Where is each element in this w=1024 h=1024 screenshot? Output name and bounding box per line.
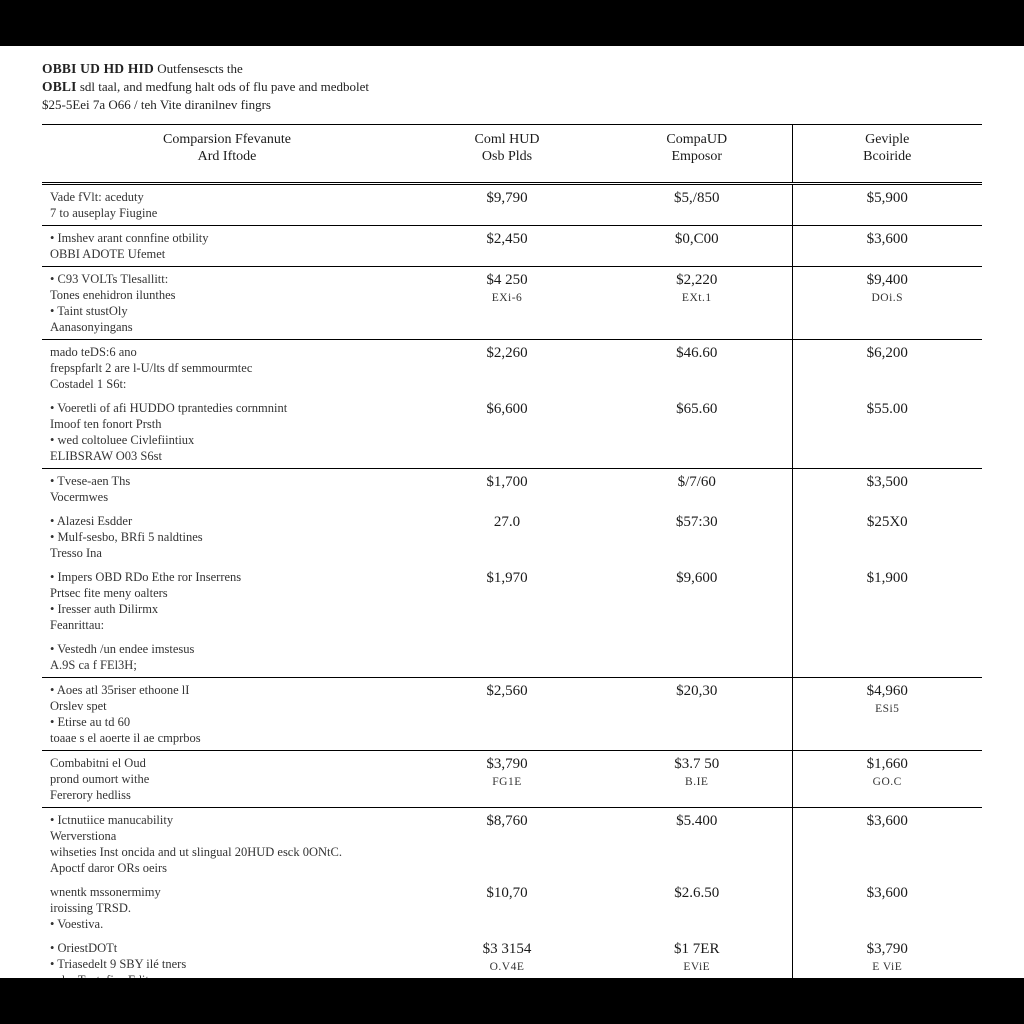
table-row: Impers OBD RDo Ethe ror InserrensPrtsec … — [42, 565, 982, 637]
cell-value: $55.00 — [792, 396, 982, 469]
cell-value: $10,70 — [412, 880, 602, 936]
col-header-2: CompaUDEmposor — [602, 124, 792, 174]
col-header-1: Coml HUDOsb Plds — [412, 124, 602, 174]
cell-value: $25X0 — [792, 509, 982, 565]
header-rest-1: Outfensescts the — [154, 61, 243, 76]
cell-value: $5,/850 — [602, 183, 792, 225]
doc-header: OBBI UD HD HID Outfensescts the OBLI sdl… — [42, 60, 982, 114]
comparison-table: Comparsion FfevanuteArd Iftode Coml HUDO… — [42, 124, 982, 978]
cell-value: $46.60 — [602, 339, 792, 396]
cell-value: $9,790 — [412, 183, 602, 225]
cell-value: $9,600 — [602, 565, 792, 637]
cell-value: $4,960ESi5 — [792, 677, 982, 750]
cell-value: $6,600 — [412, 396, 602, 469]
cell-value: $5,900 — [792, 183, 982, 225]
row-label: Voeretli of afi HUDDO tprantedies cornmn… — [42, 396, 412, 469]
row-label: Ictnutiice manucabilityWerverstionawihse… — [42, 807, 412, 880]
header-rest-2: sdl taal, and medfung halt ods of flu pa… — [77, 79, 369, 94]
cell-value: $5.400 — [602, 807, 792, 880]
cell-value: $0,C00 — [602, 225, 792, 266]
cell-value: $3,790E ViE — [792, 936, 982, 978]
cell-value: $2,560 — [412, 677, 602, 750]
table-row: C93 VOLTs Tlesallitt:Tones enehidron ilu… — [42, 266, 982, 339]
cell-value: $4 250EXi-6 — [412, 266, 602, 339]
cell-value: $3,600 — [792, 807, 982, 880]
cell-value: $20,30 — [602, 677, 792, 750]
cell-value: $3.7 50B.IE — [602, 750, 792, 807]
cell-value: 27.0 — [412, 509, 602, 565]
table-row: wnentk mssonermimyiroissing TRSD.Voestiv… — [42, 880, 982, 936]
cell-value: $3,500 — [792, 468, 982, 509]
cell-value — [412, 637, 602, 678]
cell-value: $8,760 — [412, 807, 602, 880]
header-line-3: $25-5Eei 7a O66 / teh Vite diranilnev fi… — [42, 96, 982, 114]
cell-value: $2,450 — [412, 225, 602, 266]
table-row: Combabitni el Oudprond oumort witheFerer… — [42, 750, 982, 807]
cell-value: $1,970 — [412, 565, 602, 637]
row-label: Impers OBD RDo Ethe ror InserrensPrtsec … — [42, 565, 412, 637]
cell-value: $3,600 — [792, 225, 982, 266]
row-label: Aoes atl 35riser ethoone lIOrslev spetEt… — [42, 677, 412, 750]
cell-value: $/7/60 — [602, 468, 792, 509]
table-row: mado teDS:6 anofrepspfarlt 2 are l-U/lts… — [42, 339, 982, 396]
cell-value: $2.6.50 — [602, 880, 792, 936]
cell-value: $9,400DOi.S — [792, 266, 982, 339]
table-row: OriestDOTtTriasedelt 9 SBY ilé tnersaole… — [42, 936, 982, 978]
cell-value — [792, 637, 982, 678]
row-label: Alazesi EsdderMulf-sesbo, BRfi 5 naldtin… — [42, 509, 412, 565]
row-label: OriestDOTtTriasedelt 9 SBY ilé tnersaole… — [42, 936, 412, 978]
cell-value: $1,900 — [792, 565, 982, 637]
table-row: Imshev arant connfine otbilityOBBI ADOTE… — [42, 225, 982, 266]
cell-value — [602, 637, 792, 678]
header-bold-2: OBLI — [42, 79, 77, 94]
cell-value: $3,600 — [792, 880, 982, 936]
row-label: Imshev arant connfine otbilityOBBI ADOTE… — [42, 225, 412, 266]
header-bold-1: OBBI UD HD HID — [42, 61, 154, 76]
cell-value: $1,660GO.C — [792, 750, 982, 807]
row-label: mado teDS:6 anofrepspfarlt 2 are l-U/lts… — [42, 339, 412, 396]
cell-value: $57:30 — [602, 509, 792, 565]
cell-value: $65.60 — [602, 396, 792, 469]
col-header-3: GevipleBcoiride — [792, 124, 982, 174]
col-header-0: Comparsion FfevanuteArd Iftode — [42, 124, 412, 174]
table-row: Tvese-aen ThsVocermwes$1,700$/7/60$3,500 — [42, 468, 982, 509]
table-row: Alazesi EsdderMulf-sesbo, BRfi 5 naldtin… — [42, 509, 982, 565]
table-row: Vade fVlt: aceduty7 to auseplay Fiugine$… — [42, 183, 982, 225]
row-label: Combabitni el Oudprond oumort witheFerer… — [42, 750, 412, 807]
row-label: wnentk mssonermimyiroissing TRSD.Voestiv… — [42, 880, 412, 936]
row-label: C93 VOLTs Tlesallitt:Tones enehidron ilu… — [42, 266, 412, 339]
table-row: Vestedh /un endee imstesusA.9S ca f FEl3… — [42, 637, 982, 678]
cell-value: $3 3154O.V4E — [412, 936, 602, 978]
table-row: Ictnutiice manucabilityWerverstionawihse… — [42, 807, 982, 880]
cell-value: $2,260 — [412, 339, 602, 396]
table-row: Aoes atl 35riser ethoone lIOrslev spetEt… — [42, 677, 982, 750]
row-label: Tvese-aen ThsVocermwes — [42, 468, 412, 509]
row-label: Vade fVlt: aceduty7 to auseplay Fiugine — [42, 183, 412, 225]
cell-value: $3,790FG1E — [412, 750, 602, 807]
cell-value: $2,220EXt.1 — [602, 266, 792, 339]
table-row: Voeretli of afi HUDDO tprantedies cornmn… — [42, 396, 982, 469]
cell-value: $1 7EREViE — [602, 936, 792, 978]
cell-value: $1,700 — [412, 468, 602, 509]
cell-value: $6,200 — [792, 339, 982, 396]
row-label: Vestedh /un endee imstesusA.9S ca f FEl3… — [42, 637, 412, 678]
document-page: OBBI UD HD HID Outfensescts the OBLI sdl… — [0, 46, 1024, 978]
